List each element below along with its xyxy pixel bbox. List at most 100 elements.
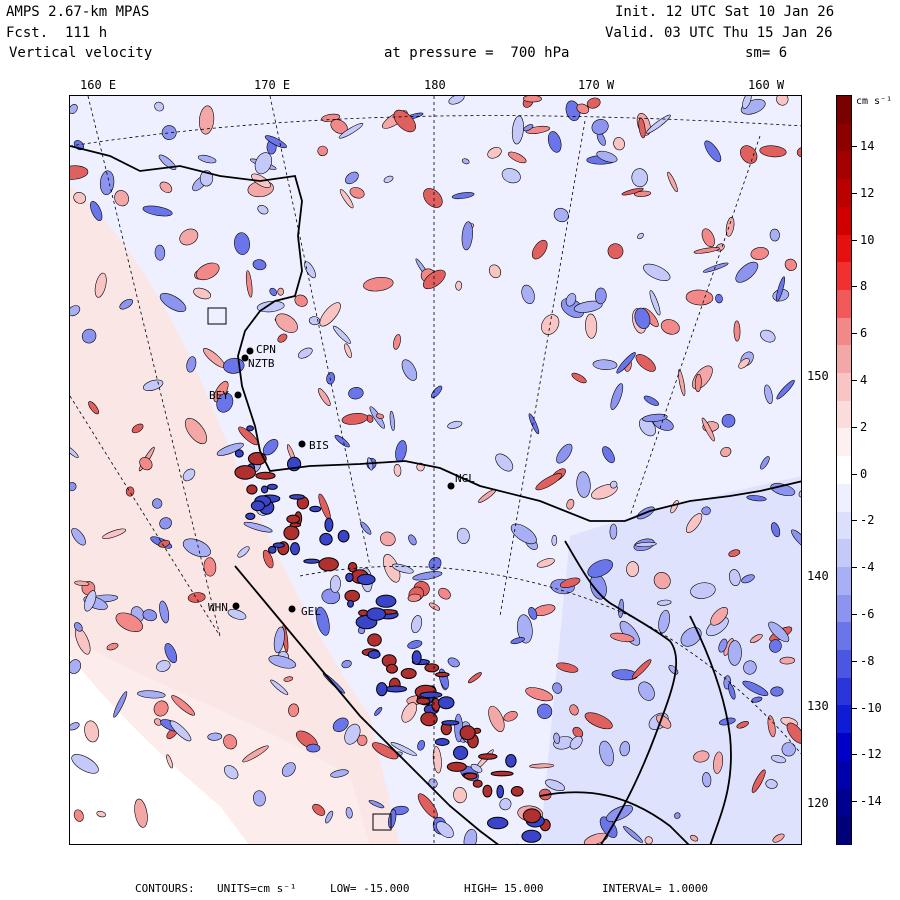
- colorbar-segment: [837, 123, 851, 152]
- station-label-cpn: CPN: [256, 343, 276, 356]
- ascent-cell: [393, 334, 401, 350]
- descent-cell: [348, 387, 364, 400]
- footer-low: LOW= -15.000: [330, 882, 410, 895]
- descent-cell: [161, 125, 177, 140]
- strong-descent-cell: [234, 449, 244, 458]
- ascent-cell: [635, 354, 656, 372]
- ascent-cell: [566, 498, 575, 510]
- descent-cell: [345, 171, 359, 185]
- strong-ascent-cell: [400, 668, 417, 679]
- descent-cell: [634, 541, 657, 547]
- colorbar-units: cm s⁻¹: [856, 96, 893, 107]
- ascent-cell: [701, 228, 715, 248]
- ascent-cell: [262, 549, 274, 569]
- descent-cell: [646, 114, 671, 134]
- descent-cell: [73, 622, 83, 632]
- descent-cell: [390, 742, 417, 757]
- ascent-cell: [487, 147, 502, 159]
- colorbar-tick: [851, 286, 857, 288]
- valid-time: Valid. 03 UTC Thu 15 Jan 26: [605, 25, 833, 41]
- descent-cell: [771, 522, 781, 538]
- descent-cell: [594, 287, 607, 305]
- model-title: AMPS 2.67-km MPAS: [6, 4, 150, 20]
- ascent-cell: [349, 187, 365, 199]
- ascent-cell: [187, 592, 206, 603]
- ascent-cell: [584, 712, 613, 730]
- descent-cell: [609, 523, 618, 540]
- descent-cell: [544, 779, 566, 792]
- descent-cell: [701, 506, 711, 516]
- descent-cell: [412, 571, 443, 581]
- descent-cell: [447, 420, 463, 429]
- descent-cell: [552, 682, 563, 694]
- ascent-cell: [114, 190, 129, 207]
- ascent-cell: [626, 561, 640, 577]
- lat-circle-2: [299, 565, 801, 755]
- descent-cell: [592, 359, 618, 370]
- strong-descent-cell: [309, 505, 322, 513]
- descent-cell: [154, 101, 164, 112]
- ascent-cell: [393, 109, 416, 133]
- station-box-south: [372, 813, 392, 831]
- colorbar-tick: [851, 192, 857, 194]
- descent-cell: [551, 534, 558, 546]
- descent-cell: [770, 755, 787, 764]
- descent-cell: [269, 287, 278, 296]
- ascent-cell: [277, 287, 285, 296]
- ascent-cell: [522, 96, 542, 103]
- descent-cell: [430, 385, 443, 399]
- ascent-cell: [317, 388, 331, 407]
- ascent-cell: [529, 763, 555, 769]
- descent-cell: [760, 329, 776, 343]
- pink-zone-west: [70, 186, 400, 844]
- ascent-cell: [667, 171, 678, 193]
- descent-cell: [798, 490, 801, 498]
- ascent-cell: [786, 722, 801, 744]
- colorbar-tick-label: 6: [860, 326, 868, 341]
- colorbar-tick: [851, 660, 857, 662]
- ascent-cell: [694, 373, 702, 393]
- descent-cell: [447, 657, 460, 668]
- colorbar-tick-label: 0: [860, 466, 868, 481]
- descent-cell: [573, 300, 603, 313]
- descent-cell: [637, 232, 644, 240]
- colorbar-tick: [851, 567, 857, 569]
- lat-label-140w: 140 W: [806, 569, 845, 583]
- descent-cell: [553, 207, 569, 223]
- ascent-cell: [288, 703, 300, 717]
- meridian-160w: [629, 135, 761, 517]
- colorbar-tick-label: 2: [860, 419, 868, 434]
- strong-ascent-cell: [347, 562, 358, 573]
- ascent-cell: [740, 145, 758, 164]
- descent-cell: [501, 168, 521, 184]
- ascent-cell: [158, 539, 171, 548]
- ascent-cell: [503, 711, 518, 722]
- coastline-shelf-2: [689, 615, 732, 844]
- ascent-cell: [685, 289, 714, 306]
- descent-cell: [765, 779, 778, 789]
- descent-cell: [243, 521, 273, 533]
- ascent-cell: [242, 745, 269, 763]
- ascent-cell: [428, 602, 441, 611]
- ascent-cell: [438, 587, 451, 600]
- colorbar-segment: [837, 816, 851, 845]
- ascent-cell: [693, 247, 720, 254]
- footer-contours: CONTOURS:: [135, 882, 195, 895]
- descent-cell: [99, 170, 115, 195]
- lon-label-180: 180: [424, 78, 446, 92]
- descent-cell: [556, 443, 573, 464]
- descent-cell: [553, 732, 561, 744]
- descent-cell: [199, 170, 214, 187]
- colorbar-segment: [837, 234, 851, 263]
- ascent-cell: [736, 721, 749, 729]
- colorbar-segment: [837, 262, 851, 291]
- colorbar-segment: [837, 483, 851, 513]
- descent-cell: [461, 221, 473, 251]
- descent-cell: [435, 821, 454, 838]
- descent-cell: [401, 359, 418, 381]
- colorbar-tick-label: 8: [860, 279, 868, 294]
- descent-cell: [90, 201, 103, 221]
- strong-ascent-cell: [482, 784, 493, 798]
- ascent-cell: [193, 287, 212, 300]
- meridian-150e: [70, 395, 221, 637]
